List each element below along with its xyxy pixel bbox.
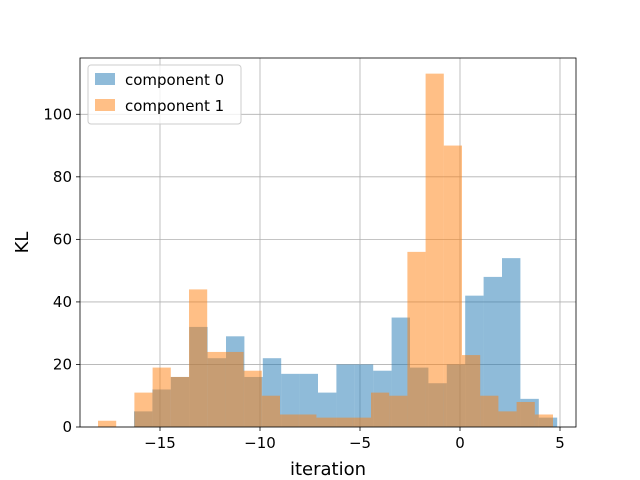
bar-series-1 bbox=[170, 376, 189, 427]
x-tick-label: −5 bbox=[349, 434, 371, 452]
bar-series-1 bbox=[498, 411, 517, 427]
bar-series-1 bbox=[534, 414, 553, 427]
y-tick-label: 0 bbox=[62, 418, 72, 436]
bar-series-1 bbox=[243, 370, 262, 427]
bar-series-1 bbox=[189, 289, 208, 427]
bar-series-1 bbox=[280, 414, 299, 427]
y-tick-label: 80 bbox=[53, 168, 72, 186]
x-tick-label: 0 bbox=[455, 434, 465, 452]
bar-series-1 bbox=[352, 417, 371, 427]
legend: component 0 component 1 bbox=[87, 64, 242, 125]
bar-series-1 bbox=[425, 73, 444, 427]
x-tick-label: 5 bbox=[555, 434, 565, 452]
bar-series-0 bbox=[483, 276, 502, 427]
y-axis-label: KL bbox=[12, 232, 33, 254]
legend-box bbox=[87, 64, 242, 125]
y-tick-label: 20 bbox=[53, 355, 72, 373]
bar-series-1 bbox=[516, 401, 535, 427]
ticks: −15 −10 −5 0 5 0 20 40 60 80 100 bbox=[43, 105, 564, 452]
bar-series-1 bbox=[316, 417, 335, 427]
bar-series-0 bbox=[502, 258, 521, 427]
bar-series-1 bbox=[134, 392, 153, 427]
legend-label: component 1 bbox=[125, 97, 224, 115]
x-axis-label: iteration bbox=[290, 459, 366, 480]
bar-series-1 bbox=[407, 251, 426, 427]
bars bbox=[98, 73, 558, 427]
bar-series-1 bbox=[371, 392, 390, 427]
bar-series-1 bbox=[98, 420, 117, 427]
bar-series-1 bbox=[462, 355, 481, 427]
y-tick-label: 40 bbox=[53, 293, 72, 311]
plot-frame bbox=[79, 57, 577, 428]
legend-swatch bbox=[95, 73, 115, 85]
bar-series-0 bbox=[299, 373, 318, 427]
bar-series-1 bbox=[152, 367, 171, 427]
bar-series-1 bbox=[261, 395, 280, 427]
bar-series-1 bbox=[443, 145, 462, 427]
bar-series-0 bbox=[281, 373, 300, 427]
bar-series-1 bbox=[298, 414, 317, 427]
x-tick-label: −15 bbox=[144, 434, 176, 452]
bar-series-1 bbox=[480, 395, 499, 427]
x-tick-label: −10 bbox=[244, 434, 276, 452]
y-tick-label: 100 bbox=[43, 105, 72, 123]
bar-series-0 bbox=[354, 364, 374, 427]
bar-series-1 bbox=[225, 351, 244, 427]
bar-series-0 bbox=[336, 364, 355, 427]
bar-series-1 bbox=[389, 395, 408, 427]
legend-swatch bbox=[95, 99, 115, 111]
y-tick-label: 60 bbox=[53, 230, 72, 248]
legend-label: component 0 bbox=[125, 71, 224, 89]
bar-series-1 bbox=[207, 351, 226, 427]
bar-series-1 bbox=[334, 417, 353, 427]
